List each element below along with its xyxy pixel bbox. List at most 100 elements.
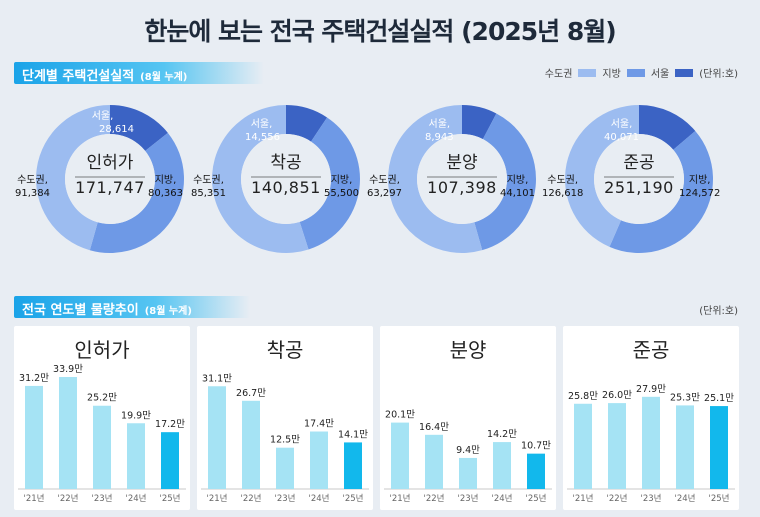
slice-label-seoul: 서울, 8,943 xyxy=(425,118,454,144)
bar xyxy=(676,405,694,489)
tick-label: '23년 xyxy=(641,493,662,504)
slice-value: 124,572 xyxy=(679,188,721,199)
legend-item-label: 수도권 xyxy=(544,69,573,80)
slice-name: 지방, xyxy=(688,175,711,186)
donut-slice xyxy=(388,105,483,253)
slice-value: 126,618 xyxy=(542,188,584,199)
tick-label: '21년 xyxy=(390,493,411,504)
slice-name: 서울, xyxy=(250,119,273,130)
slice-name: 서울, xyxy=(610,119,633,130)
bar xyxy=(25,385,43,489)
section-tag-stage-label: 단계별 주택건설실적 xyxy=(22,69,135,84)
legend-swatch xyxy=(626,68,645,77)
slice-name: 수도권, xyxy=(547,175,579,186)
donut-chart-permit: 인허가 171,747 서울, 28,614 지방, 80,363 수도권, 91,3… xyxy=(15,104,185,254)
donut-slice xyxy=(286,105,328,142)
legend-unit: (단위:호) xyxy=(699,69,738,80)
bar xyxy=(425,434,443,489)
bar xyxy=(242,400,260,489)
bar-value-label: 26.7만 xyxy=(236,388,266,399)
panel-title: 준공 xyxy=(632,338,670,362)
bar-chart-svg: 31.2만 '21년 33.9만 '22년 25.2만 '23년 19.9만 '24년 17.2… xyxy=(18,364,186,504)
bar-value-label: 14.1만 xyxy=(338,429,368,440)
donut-center-title: 분양 xyxy=(446,153,478,173)
donut-chart-presale: 분양 107,398 서울, 8,943 지방, 44,101 수도권, 63,297 xyxy=(367,104,537,254)
slice-value: 14,556 xyxy=(245,132,280,143)
slice-name: 서울, xyxy=(428,119,451,130)
slice-value: 44,101 xyxy=(500,188,535,199)
tick-label: '21년 xyxy=(24,493,45,504)
slice-label-metro: 수도권, 63,297 xyxy=(367,174,402,200)
bar-value-label: 26.0만 xyxy=(602,390,632,401)
bar xyxy=(608,403,626,489)
donut-slice xyxy=(474,113,536,251)
donut-center-title: 인허가 xyxy=(86,153,134,173)
donut-slice xyxy=(110,105,168,151)
slice-label-local: 지방, 55,500 xyxy=(324,174,359,200)
donut-slice xyxy=(299,117,360,250)
tick-label: '24년 xyxy=(309,493,330,504)
bar-value-label: 25.1만 xyxy=(704,393,734,404)
tick-label: '22년 xyxy=(58,493,79,504)
slice-label-metro: 수도권, 85,351 xyxy=(191,174,226,200)
tick-label: '25년 xyxy=(709,493,730,504)
tick-label: '21년 xyxy=(207,493,228,504)
section-tag-yearly: 전국 연도별 물량추이 (8월 누계) xyxy=(14,296,250,318)
bar-value-label: 27.9만 xyxy=(636,384,666,395)
bar xyxy=(59,377,77,489)
donut-svg xyxy=(565,105,713,254)
slice-name: 지방, xyxy=(154,175,177,186)
donut-hole xyxy=(241,134,331,224)
legend-item-label: 지방 xyxy=(602,69,621,80)
slice-label-seoul: 서울, 28,614 xyxy=(71,110,134,136)
slice-label-metro: 수도권, 126,618 xyxy=(542,174,583,200)
bar-value-label: 17.2만 xyxy=(155,419,185,430)
bar xyxy=(93,405,111,489)
donut-slice xyxy=(639,105,696,150)
donut-slice xyxy=(609,130,713,254)
section-tag-stage-sub: (8월 누계) xyxy=(140,72,188,83)
donut-slice xyxy=(211,105,309,253)
slice-value: 80,363 xyxy=(148,188,183,199)
bar-chart-svg: 20.1만 '21년 16.4만 '22년 9.4만 '23년 14.2만 '24년 10.7만… xyxy=(384,410,552,504)
panel-title: 착공 xyxy=(266,338,304,362)
tick-label: '24년 xyxy=(126,493,147,504)
bar-panel-completion: 준공 25.8만 '21년 26.0만 '22년 27.9만 '23년 25.3만 '24년 2… xyxy=(563,326,739,510)
legend-item-label: 서울 xyxy=(650,69,670,80)
donut-center-title: 준공 xyxy=(623,153,655,173)
slice-name: 지방, xyxy=(506,175,529,186)
slice-value: 28,614 xyxy=(99,124,134,135)
donut-svg xyxy=(388,105,536,253)
unit-label: (단위:호) xyxy=(699,306,738,317)
slice-label-metro: 수도권, 91,384 xyxy=(15,174,50,200)
legend-swatch xyxy=(675,68,694,77)
donut-chart-completion: 준공 251,190 서울, 40,071 지방, 124,572 수도권, 126,… xyxy=(542,104,720,254)
section-tag-yearly-label: 전국 연도별 물량추이 xyxy=(22,303,139,318)
bar xyxy=(574,403,592,489)
bar-chart-svg: 31.1만 '21년 26.7만 '22년 12.5만 '23년 17.4만 '24년 14.1… xyxy=(201,373,369,504)
bar xyxy=(391,422,409,489)
bar-chart-svg: 25.8만 '21년 26.0만 '22년 27.9만 '23년 25.3만 '24년 25.1… xyxy=(567,384,735,504)
bar xyxy=(310,431,328,489)
bar-value-label: 10.7만 xyxy=(521,441,551,452)
legend-swatch xyxy=(578,68,597,77)
slice-name: 서울, xyxy=(91,111,114,122)
tick-label: '23년 xyxy=(458,493,479,504)
bar xyxy=(276,447,294,489)
tick-label: '22년 xyxy=(607,493,628,504)
slice-value: 91,384 xyxy=(15,188,50,199)
bar xyxy=(459,457,477,489)
slice-value: 55,500 xyxy=(324,188,359,199)
slice-value: 40,071 xyxy=(604,132,639,143)
bar-panel-presale: 분양 20.1만 '21년 16.4만 '22년 9.4만 '23년 14.2만 '24년 10… xyxy=(380,326,556,510)
slice-label-seoul: 서울, 14,556 xyxy=(243,118,280,144)
donut-center-total: 107,398 xyxy=(427,178,497,197)
slice-name: 수도권, xyxy=(369,175,400,186)
bar xyxy=(493,442,511,489)
tick-label: '23년 xyxy=(275,493,296,504)
donut-chart-start: 착공 140,851 서울, 14,556 지방, 55,500 수도권, 85,35… xyxy=(191,104,361,254)
tick-label: '25년 xyxy=(526,493,547,504)
bar-value-label: 14.2만 xyxy=(487,429,517,440)
panel-title: 분양 xyxy=(449,338,487,362)
slice-name: 수도권, xyxy=(17,175,48,186)
